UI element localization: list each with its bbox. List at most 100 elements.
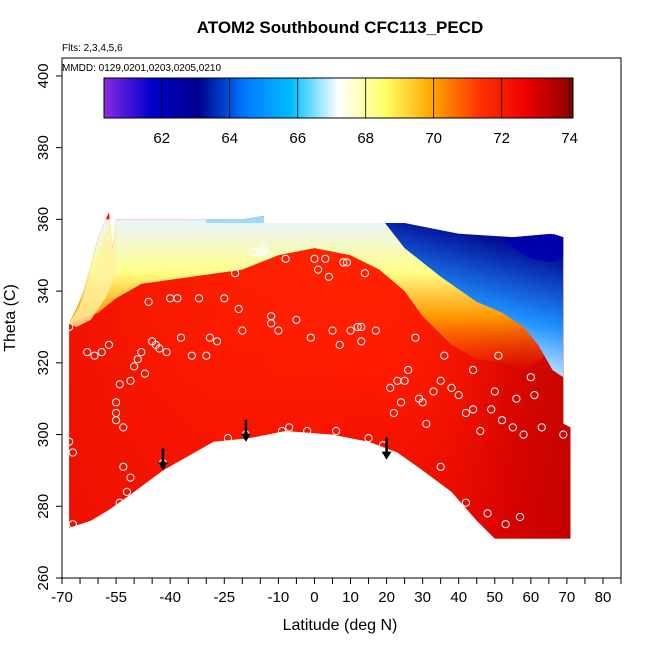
x-tick-label: -70: [51, 589, 73, 606]
x-tick-label: 40: [450, 589, 467, 606]
colorbar-tick-label: 66: [289, 130, 306, 147]
sample-point: [530, 391, 539, 400]
sample-point: [90, 351, 99, 360]
sample-point: [519, 430, 528, 439]
sample-point: [274, 326, 283, 335]
sample-point: [515, 512, 525, 522]
sample-point: [115, 380, 124, 389]
y-tick-label: 280: [35, 494, 52, 519]
dates-note: MMDD: 0129,0201,0203,0205,0210: [62, 63, 221, 74]
sample-point: [191, 455, 200, 464]
sample-point: [277, 426, 287, 436]
field-clipped-group: [69, 212, 571, 539]
sample-point: [314, 265, 323, 274]
sample-point: [490, 387, 499, 396]
heatmap-field: [69, 212, 571, 539]
y-tick-label: 400: [35, 63, 52, 88]
sample-point: [461, 498, 470, 507]
sample-point: [65, 437, 74, 446]
sample-point: [364, 434, 373, 443]
sample-point: [501, 520, 510, 529]
sample-point: [357, 322, 366, 332]
x-tick-label: 20: [378, 589, 395, 606]
colorbar-tick-label: 62: [153, 130, 170, 147]
axes: -70 -55 -40 -25 -10 0 10 20 30 40 50 60 70 80 260 280 30…: [35, 63, 622, 606]
sample-point: [422, 419, 431, 428]
sample-point: [267, 319, 276, 328]
sample-point: [162, 348, 171, 357]
flights-note: Flts: 2,3,4,5,6: [62, 43, 123, 54]
colorbar-tick-label: 72: [493, 130, 510, 147]
x-tick-label: 0: [310, 589, 318, 606]
sample-point: [494, 351, 503, 360]
sample-point: [537, 423, 546, 432]
sample-point: [130, 362, 139, 371]
sample-point: [454, 391, 463, 400]
arrow-head: [381, 451, 392, 460]
sample-point: [332, 426, 341, 436]
sample-point: [122, 487, 132, 496]
sample-point: [526, 373, 535, 382]
arrow-head: [240, 433, 251, 442]
sample-point: [140, 369, 149, 378]
sample-point: [310, 254, 319, 263]
sample-point: [234, 304, 243, 314]
sample-point: [360, 269, 369, 278]
sample-point: [339, 258, 348, 267]
sample-point: [512, 394, 521, 403]
sample-point: [303, 426, 312, 436]
colorbar-bar: [103, 77, 574, 119]
sample-point: [371, 326, 380, 335]
sample-point: [436, 376, 445, 385]
x-tick-label: -55: [105, 589, 127, 606]
sample-point: [469, 405, 478, 414]
sample-point: [404, 365, 413, 375]
colorbar: 62 64 66 68 70 72 74: [103, 77, 578, 147]
colorbar-tick-label: 74: [561, 130, 578, 147]
sample-point: [342, 258, 351, 267]
sample-point: [144, 297, 153, 306]
sample-point: [119, 462, 128, 471]
sample-point: [112, 398, 121, 407]
sample-point: [292, 315, 301, 324]
x-tick-label: 50: [486, 589, 503, 606]
sample-point: [104, 340, 114, 349]
sample-point: [400, 376, 409, 385]
sample-point: [436, 462, 445, 471]
tropopause-arrows: [157, 419, 392, 471]
sample-point: [497, 416, 507, 425]
y-tick-label: 380: [35, 135, 52, 160]
x-tick-label: -40: [159, 589, 181, 606]
arrow-head: [157, 462, 168, 471]
sample-point: [411, 333, 420, 342]
sample-point: [396, 398, 406, 407]
sample-point: [559, 430, 568, 439]
x-tick-label: 80: [595, 589, 612, 606]
sample-point: [220, 294, 229, 303]
sample-point: [68, 448, 77, 457]
sample-point: [173, 294, 182, 303]
sample-point: [353, 322, 362, 332]
colorbar-tick-label: 70: [425, 130, 442, 147]
chart-title: ATOM2 Southbound CFC113_PECD: [197, 18, 484, 37]
sample-point: [548, 226, 557, 235]
sample-point: [259, 244, 269, 253]
y-tick-label: 340: [35, 279, 52, 304]
sample-point: [487, 405, 496, 414]
sample-point: [187, 351, 196, 360]
sample-point: [83, 348, 92, 357]
y-tick-label: 260: [35, 565, 52, 590]
sample-point: [194, 294, 204, 303]
sample-point: [126, 376, 135, 385]
colorbar-tick-label: 64: [221, 130, 238, 147]
sample-point: [115, 498, 124, 507]
sample-point: [213, 337, 222, 346]
x-axis-label: Latitude (deg N): [283, 617, 398, 634]
sample-point: [285, 423, 294, 432]
y-tick-label: 360: [35, 207, 52, 232]
sample-point: [440, 351, 449, 360]
sample-point: [476, 426, 485, 436]
sample-point: [112, 416, 121, 425]
x-tick-label: 60: [522, 589, 539, 606]
sample-point: [176, 333, 186, 342]
